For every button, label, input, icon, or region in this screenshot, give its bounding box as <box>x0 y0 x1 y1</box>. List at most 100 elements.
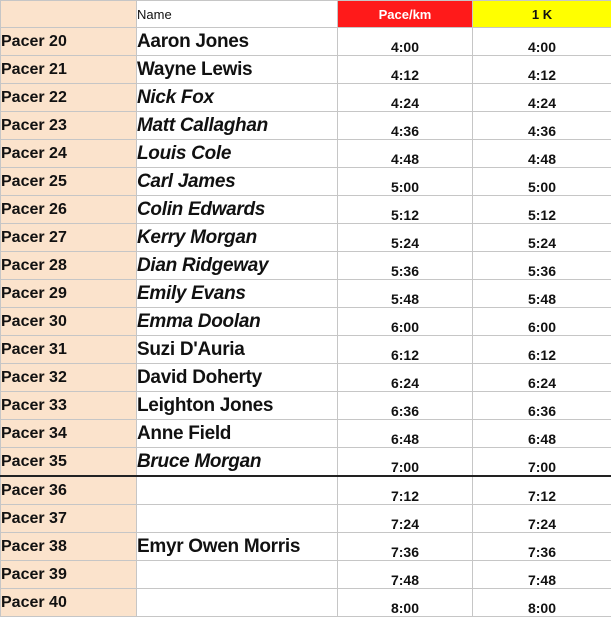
runner-name-cell[interactable]: David Doherty <box>136 363 338 392</box>
runner-name-cell[interactable]: Dian Ridgeway <box>136 251 338 280</box>
runner-name-cell[interactable] <box>136 475 338 505</box>
pacer-label-cell[interactable]: Pacer 27 <box>0 223 137 252</box>
pace-cell[interactable]: 6:00 <box>337 307 473 336</box>
pacer-label-cell[interactable]: Pacer 21 <box>0 55 137 84</box>
runner-name-cell[interactable]: Nick Fox <box>136 83 338 112</box>
pace-cell[interactable]: 4:12 <box>337 55 473 84</box>
one-k-time-cell[interactable]: 6:24 <box>472 363 611 392</box>
table-row: Pacer 20 Aaron Jones 4:00 4:00 <box>0 27 611 56</box>
runner-name-cell[interactable]: Emily Evans <box>136 279 338 308</box>
runner-name-cell[interactable]: Kerry Morgan <box>136 223 338 252</box>
pacer-label-cell[interactable]: Pacer 35 <box>0 447 137 477</box>
pacer-label-cell[interactable]: Pacer 22 <box>0 83 137 112</box>
pacer-label-cell[interactable]: Pacer 26 <box>0 195 137 224</box>
pacer-label-cell[interactable]: Pacer 28 <box>0 251 137 280</box>
one-k-time-cell[interactable]: 7:48 <box>472 560 611 589</box>
one-k-time-cell[interactable]: 6:48 <box>472 419 611 448</box>
one-k-time-cell[interactable]: 5:00 <box>472 167 611 196</box>
pacer-label-cell[interactable]: Pacer 36 <box>0 475 137 505</box>
pacer-label-cell[interactable]: Pacer 33 <box>0 391 137 420</box>
pacer-label-cell[interactable]: Pacer 40 <box>0 588 137 617</box>
pace-cell[interactable]: 7:48 <box>337 560 473 589</box>
table-row: Pacer 27 Kerry Morgan 5:24 5:24 <box>0 223 611 252</box>
one-k-time-cell[interactable]: 6:12 <box>472 335 611 364</box>
one-k-time-cell[interactable]: 7:36 <box>472 532 611 561</box>
corner-cell[interactable] <box>0 0 137 28</box>
runner-name-cell[interactable]: Suzi D'Auria <box>136 335 338 364</box>
one-k-time-cell[interactable]: 6:36 <box>472 391 611 420</box>
runner-name-cell[interactable]: Colin Edwards <box>136 195 338 224</box>
pacer-label-cell[interactable]: Pacer 34 <box>0 419 137 448</box>
pace-cell[interactable]: 4:36 <box>337 111 473 140</box>
pacer-label-cell[interactable]: Pacer 29 <box>0 279 137 308</box>
one-k-time-cell[interactable]: 4:48 <box>472 139 611 168</box>
runner-name-cell[interactable] <box>136 588 338 617</box>
pacer-label-cell[interactable]: Pacer 38 <box>0 532 137 561</box>
table-row: Pacer 40 8:00 8:00 <box>0 588 611 617</box>
runner-name-cell[interactable] <box>136 504 338 533</box>
pacer-label-cell[interactable]: Pacer 23 <box>0 111 137 140</box>
runner-name-cell[interactable]: Emyr Owen Morris <box>136 532 338 561</box>
one-k-time-cell[interactable]: 7:24 <box>472 504 611 533</box>
table-row: Pacer 34 Anne Field 6:48 6:48 <box>0 419 611 448</box>
runner-name-cell[interactable]: Matt Callaghan <box>136 111 338 140</box>
runner-name-cell[interactable] <box>136 560 338 589</box>
pace-cell[interactable]: 4:00 <box>337 27 473 56</box>
pace-cell[interactable]: 8:00 <box>337 588 473 617</box>
pacer-label-cell[interactable]: Pacer 24 <box>0 139 137 168</box>
table-row: Pacer 37 7:24 7:24 <box>0 504 611 533</box>
pace-cell[interactable]: 7:36 <box>337 532 473 561</box>
runner-name-cell[interactable]: Aaron Jones <box>136 27 338 56</box>
one-k-time-cell[interactable]: 5:24 <box>472 223 611 252</box>
pace-column-header[interactable]: Pace/km <box>337 0 473 28</box>
table-row: Pacer 36 7:12 7:12 <box>0 475 611 505</box>
pacer-label-cell[interactable]: Pacer 39 <box>0 560 137 589</box>
table-row: Pacer 26 Colin Edwards 5:12 5:12 <box>0 195 611 224</box>
one-k-time-cell[interactable]: 7:12 <box>472 475 611 505</box>
runner-name-cell[interactable]: Louis Cole <box>136 139 338 168</box>
distance-column-header[interactable]: 1 K <box>472 0 611 28</box>
one-k-time-cell[interactable]: 4:12 <box>472 55 611 84</box>
pacer-label-cell[interactable]: Pacer 20 <box>0 27 137 56</box>
table-row: Pacer 30 Emma Doolan 6:00 6:00 <box>0 307 611 336</box>
one-k-time-cell[interactable]: 4:00 <box>472 27 611 56</box>
runner-name-cell[interactable]: Anne Field <box>136 419 338 448</box>
runner-name-cell[interactable]: Bruce Morgan <box>136 447 338 477</box>
pace-cell[interactable]: 6:12 <box>337 335 473 364</box>
runner-name-cell[interactable]: Carl James <box>136 167 338 196</box>
one-k-time-cell[interactable]: 8:00 <box>472 588 611 617</box>
one-k-time-cell[interactable]: 5:36 <box>472 251 611 280</box>
table-row: Pacer 24 Louis Cole 4:48 4:48 <box>0 139 611 168</box>
pace-cell[interactable]: 6:24 <box>337 363 473 392</box>
pace-cell[interactable]: 6:36 <box>337 391 473 420</box>
pace-cell[interactable]: 4:24 <box>337 83 473 112</box>
table-row: Pacer 31 Suzi D'Auria 6:12 6:12 <box>0 335 611 364</box>
name-column-header[interactable]: Name <box>136 0 338 28</box>
pace-cell[interactable]: 7:24 <box>337 504 473 533</box>
pace-cell[interactable]: 5:24 <box>337 223 473 252</box>
pace-cell[interactable]: 7:12 <box>337 475 473 505</box>
table-row: Pacer 21 Wayne Lewis 4:12 4:12 <box>0 55 611 84</box>
pace-cell[interactable]: 7:00 <box>337 447 473 477</box>
runner-name-cell[interactable]: Emma Doolan <box>136 307 338 336</box>
pace-cell[interactable]: 5:36 <box>337 251 473 280</box>
pacer-label-cell[interactable]: Pacer 37 <box>0 504 137 533</box>
pace-cell[interactable]: 5:48 <box>337 279 473 308</box>
one-k-time-cell[interactable]: 7:00 <box>472 447 611 477</box>
pacer-label-cell[interactable]: Pacer 25 <box>0 167 137 196</box>
runner-name-cell[interactable]: Wayne Lewis <box>136 55 338 84</box>
one-k-time-cell[interactable]: 5:12 <box>472 195 611 224</box>
runner-name-cell[interactable]: Leighton Jones <box>136 391 338 420</box>
pace-cell[interactable]: 4:48 <box>337 139 473 168</box>
one-k-time-cell[interactable]: 4:36 <box>472 111 611 140</box>
pacer-label-cell[interactable]: Pacer 31 <box>0 335 137 364</box>
table-row: Pacer 32 David Doherty 6:24 6:24 <box>0 363 611 392</box>
one-k-time-cell[interactable]: 6:00 <box>472 307 611 336</box>
pace-cell[interactable]: 6:48 <box>337 419 473 448</box>
pacer-label-cell[interactable]: Pacer 30 <box>0 307 137 336</box>
pacer-label-cell[interactable]: Pacer 32 <box>0 363 137 392</box>
one-k-time-cell[interactable]: 4:24 <box>472 83 611 112</box>
one-k-time-cell[interactable]: 5:48 <box>472 279 611 308</box>
pace-cell[interactable]: 5:12 <box>337 195 473 224</box>
pace-cell[interactable]: 5:00 <box>337 167 473 196</box>
